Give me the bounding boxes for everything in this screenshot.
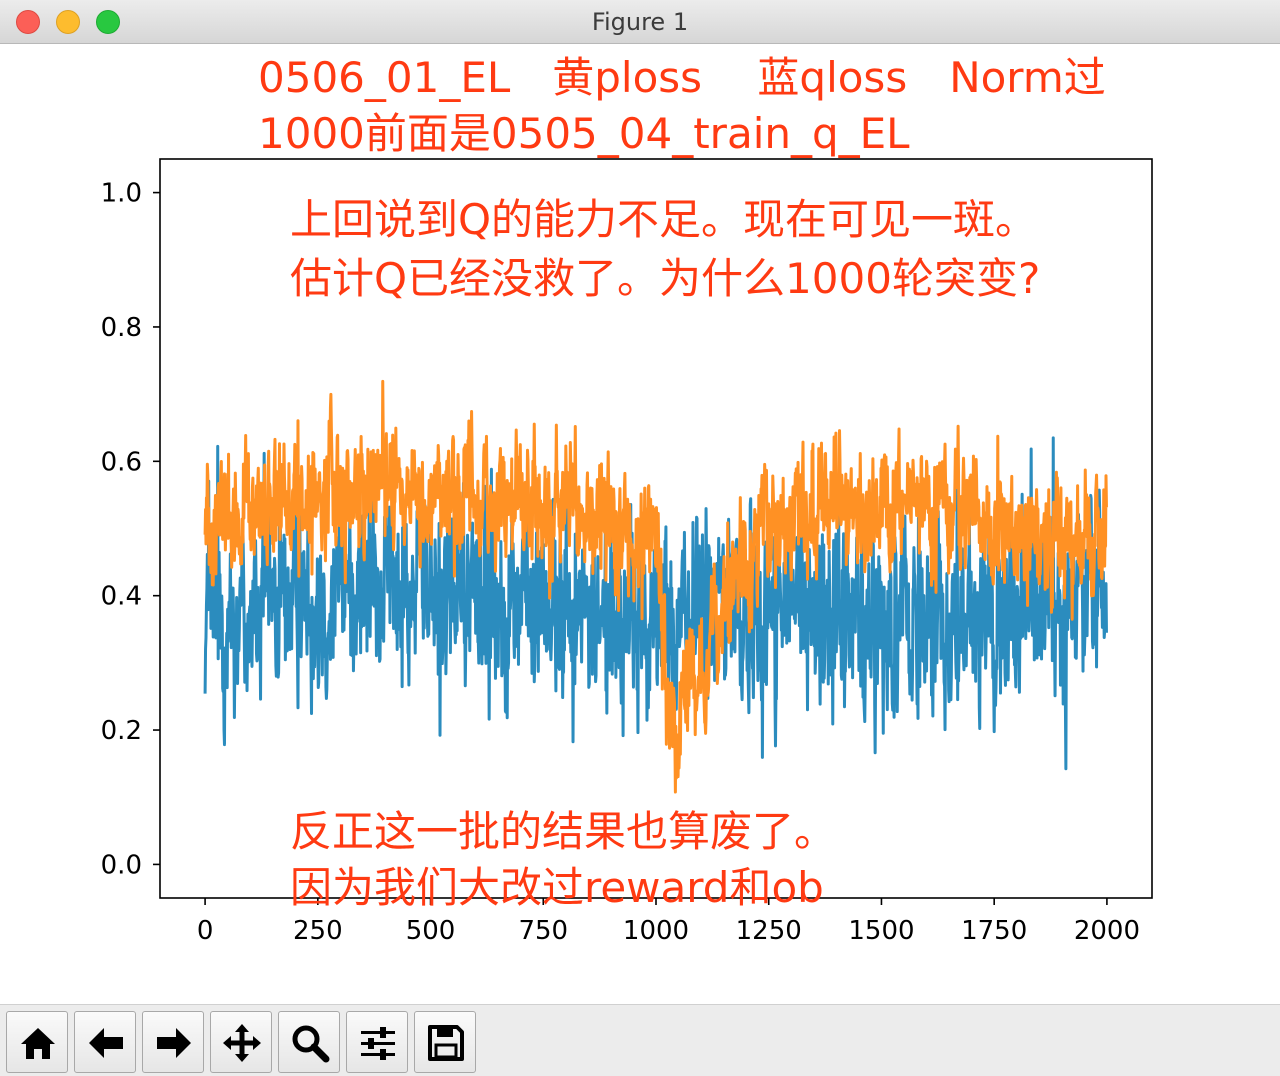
arrow-right-icon	[157, 1028, 191, 1058]
series-line-1	[203, 436, 1108, 771]
figure-canvas[interactable]: 0 250 500 750 1000 1250 1500 1750 2000 0.0 0.2 0.4 0…	[0, 44, 1280, 1004]
x-tick-label: 1500	[848, 916, 914, 946]
x-tick-label: 0	[197, 916, 214, 946]
x-tick-label: 500	[406, 916, 456, 946]
home-icon	[21, 1028, 55, 1059]
annotation-line-5: 反正这一批的结果也算废了。	[290, 807, 836, 856]
y-tick-label: 0.8	[101, 313, 142, 343]
sliders-icon	[361, 1027, 395, 1060]
window-title: Figure 1	[591, 8, 689, 36]
y-tick-label: 0.4	[101, 582, 142, 612]
home-button[interactable]	[6, 1011, 68, 1073]
configure-subplots-button[interactable]	[346, 1011, 408, 1073]
magnifier-icon	[292, 1025, 330, 1063]
x-tick-label: 750	[518, 916, 568, 946]
annotations: 0506_01_EL 黄ploss 蓝qloss Norm过 1000前面是05…	[258, 53, 1106, 912]
floppy-disk-icon	[428, 1025, 464, 1061]
annotation-line-6: 因为我们大改过reward和ob	[290, 863, 824, 912]
x-tick-label: 1250	[736, 916, 802, 946]
x-tick-label: 250	[293, 916, 343, 946]
annotation-line-3: 上回说到Q的能力不足。现在可见一斑。	[290, 195, 1037, 244]
x-tick-label: 1000	[623, 916, 689, 946]
y-tick-label: 0.2	[101, 716, 142, 746]
annotation-line-1: 0506_01_EL 黄ploss 蓝qloss Norm过	[258, 53, 1106, 102]
zoom-button[interactable]	[278, 1011, 340, 1073]
series-line-2	[203, 379, 1108, 794]
y-tick-label: 0.0	[101, 850, 142, 880]
arrow-left-icon	[89, 1028, 123, 1058]
pan-button[interactable]	[210, 1011, 272, 1073]
maximize-window-button[interactable]	[96, 10, 120, 34]
navigation-toolbar	[0, 1004, 1280, 1076]
forward-button[interactable]	[142, 1011, 204, 1073]
close-window-button[interactable]	[16, 10, 40, 34]
y-tick-label: 0.6	[101, 447, 142, 477]
y-tick-label: 1.0	[101, 179, 142, 209]
plot-series	[203, 379, 1108, 794]
annotation-line-4: 估计Q已经没救了。为什么1000轮突变?	[290, 254, 1040, 303]
window-titlebar: Figure 1	[0, 0, 1280, 44]
annotation-line-2: 1000前面是0505_04_train_q_EL	[258, 109, 910, 158]
x-tick-label: 2000	[1074, 916, 1140, 946]
axis-ticks: 0 250 500 750 1000 1250 1500 1750 2000 0.0 0.2 0.4 0…	[101, 179, 1140, 946]
minimize-window-button[interactable]	[56, 10, 80, 34]
move-icon	[223, 1024, 261, 1062]
x-tick-label: 1750	[961, 916, 1027, 946]
save-button[interactable]	[414, 1011, 476, 1073]
back-button[interactable]	[74, 1011, 136, 1073]
